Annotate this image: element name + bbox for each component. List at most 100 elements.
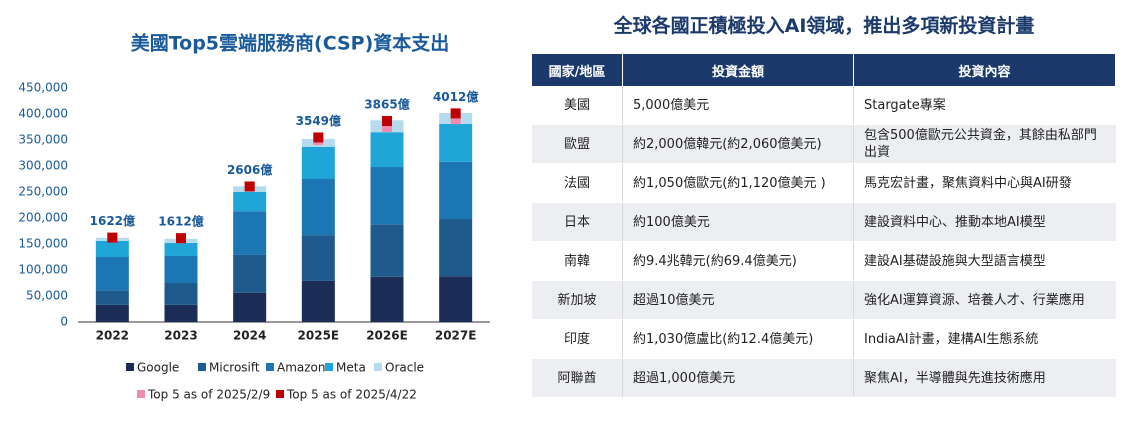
data-label: 4012億 [433,89,478,104]
y-tick-label: 150,000 [18,237,68,251]
bar-segment [439,219,473,277]
table-cell: 阿聯酋 [532,358,623,398]
legend-swatch [126,363,134,371]
legend-swatch [137,390,145,398]
chart: 美國Top5雲端服務商(CSP)資本支出 0 50,000 100,000 150,0… [18,32,490,402]
header-cell: 投資金額 [622,54,854,86]
bar-segment [164,255,198,283]
legend-swatch [325,363,333,371]
bar-segment [233,211,267,255]
bar-segment [301,280,335,322]
table-row: 新加坡 超過10億美元 強化AI運算資源、培養人才、行業應用 [532,280,1116,320]
legend-label: Google [137,361,179,375]
bar-segment [370,167,404,225]
legend-swatch [374,363,382,371]
table-cell: 約1,050億歐元(約1,120億美元 ) [622,163,854,203]
bar-segment [164,283,198,305]
bar-segment [439,123,473,162]
data-label: 1612億 [158,214,203,229]
table-row: 歐盟 約2,000億韓元(約2,060億美元) 包含500億歐元公共資金，其餘由私部… [532,124,1116,164]
y-tick-label: 50,000 [26,289,68,303]
table-cell: 歐盟 [532,124,623,164]
table-cell: 南韓 [532,241,623,281]
table-panel: 全球各國正積極投入AI領域，推出多項新投資計畫 國家/地區 投資金額 投資內容 美國 5… [532,0,1116,398]
marker [244,181,255,192]
bar-segment [301,235,335,281]
bar-segment [233,192,267,212]
bar-segment [370,132,404,168]
y-tick-label: 300,000 [18,159,68,173]
legend-swatch [266,363,274,371]
table-cell: 包含500億歐元公共資金，其餘由私部門出資 [853,124,1116,164]
y-tick-label: 0 [60,315,68,329]
table-cell: IndiaAI計畫，建構AI生態系統 [853,319,1116,359]
table-cell: 建設資料中心、推動本地AI模型 [853,202,1116,242]
bar-segment [439,276,473,322]
legend-label: Oracle [385,361,424,375]
bar-segment [95,257,129,291]
table-cell: 約100億美元 [622,202,854,242]
table-cell: 超過10億美元 [622,280,854,320]
legend-label: Meta [336,361,366,375]
x-tick-label: 2025E [298,329,340,343]
bar-segment [370,276,404,322]
bar-segment [233,254,267,293]
bar-segment [301,179,335,236]
marker [382,122,392,132]
table-cell: 5,000億美元 [622,86,854,125]
marker [382,116,392,127]
data-label: 3865億 [364,97,409,112]
header-cell: 國家/地區 [532,54,623,86]
legend-swatch [198,363,206,371]
table-row: 法國 約1,050億歐元(約1,120億美元 ) 馬克宏計畫，聚焦資料中心與AI研發 [532,163,1116,203]
table-cell: 建設AI基礎設施與大型語言模型 [853,241,1116,281]
table-cell: 馬克宏計畫，聚焦資料中心與AI研發 [853,163,1116,203]
bar-segment [439,161,473,220]
bar-segment [233,292,267,322]
legend-label: Amazon [277,361,326,375]
bar-segment [164,304,198,322]
x-tick-label: 2027E [435,329,477,343]
data-label: 2606億 [227,162,272,177]
y-tick-label: 400,000 [18,107,68,121]
table-cell: 約1,030億盧比(約12.4億美元) [622,319,854,359]
y-tick-label: 350,000 [18,133,68,147]
table-cell: Stargate專案 [853,86,1116,125]
table-row: 印度 約1,030億盧比(約12.4億美元) IndiaAI計畫，建構AI生態系統 [532,319,1116,359]
y-tick-label: 200,000 [18,211,68,225]
x-tick-label: 2024 [233,329,266,343]
x-tick-label: 2026E [366,329,408,343]
table-row: 南韓 約9.4兆韓元(約69.4億美元) 建設AI基礎設施與大型語言模型 [532,241,1116,281]
table-cell: 新加坡 [532,280,623,320]
table-cell: 約2,000億韓元(約2,060億美元) [622,124,854,164]
header-cell: 投資內容 [853,54,1116,86]
table-cell: 日本 [532,202,623,242]
y-tick-label: 450,000 [18,81,68,95]
marker [107,232,118,243]
legend-label: Microsift [209,361,260,375]
bar-segment [370,224,404,277]
marker [450,114,461,125]
x-tick-label: 2022 [96,329,129,343]
legend-label: Top 5 as of 2025/4/22 [286,388,417,402]
x-tick-label: 2023 [164,329,197,343]
bar-segment [301,146,335,179]
table-row: 日本 約100億美元 建設資料中心、推動本地AI模型 [532,202,1116,242]
marker [176,233,186,244]
table-title: 全球各國正積極投入AI領域，推出多項新投資計畫 [613,15,1035,37]
header-row: 國家/地區 投資金額 投資內容 [532,54,1116,86]
table-cell: 超過1,000億美元 [622,358,854,398]
data-label: 3549億 [296,113,341,128]
table-cell: 法國 [532,163,623,203]
y-tick-label: 250,000 [18,185,68,199]
bar-segment [95,240,129,257]
marker [450,108,461,119]
marker [313,132,324,143]
legend-label: Top 5 as of 2025/2/9 [147,388,270,402]
table-cell: 聚焦AI，半導體與先進技術應用 [853,358,1116,398]
y-tick-label: 100,000 [18,263,68,277]
table-row: 阿聯酋 超過1,000億美元 聚焦AI，半導體與先進技術應用 [532,358,1116,398]
table: 國家/地區 投資金額 投資內容 美國 5,000億美元 Stargate專案 歐盟 約2,00… [532,54,1116,398]
bar-segment [164,242,198,256]
